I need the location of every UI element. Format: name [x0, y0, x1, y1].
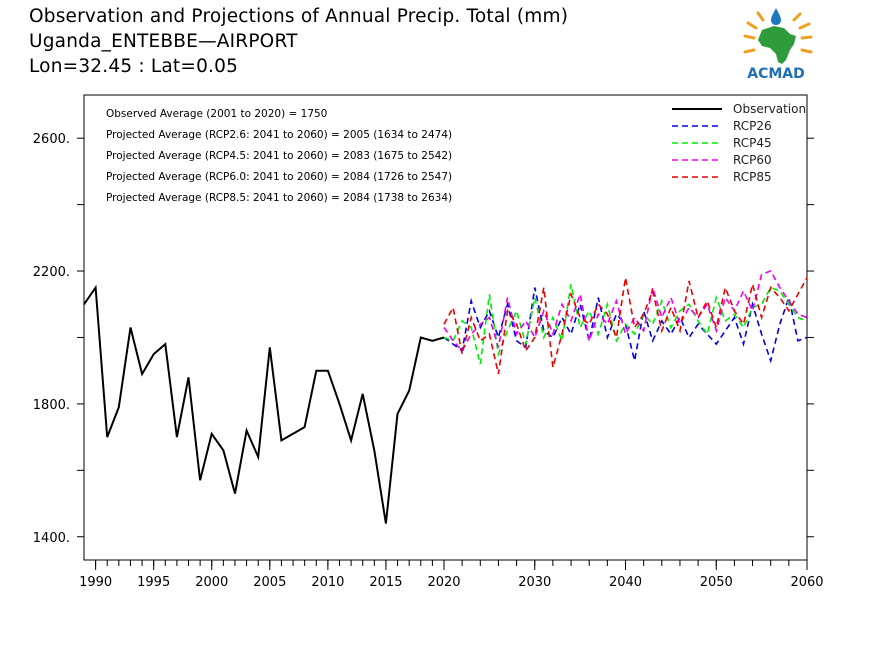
x-tick-label: 2010	[311, 575, 344, 590]
series-line-rcp45	[443, 284, 808, 365]
x-tick-label: 2050	[700, 575, 733, 590]
observation-series	[83, 284, 445, 524]
y-tick-label: 2200.	[33, 265, 70, 280]
y-axis: 1400. 1800. 2200. 2600.	[33, 132, 814, 546]
x-tick-label: 2005	[253, 575, 286, 590]
x-tick-label: 1995	[137, 575, 170, 590]
legend-label-rcp26: RCP26	[733, 119, 772, 133]
legend: Observation RCP26 RCP45 RCP60 RCP85	[672, 102, 806, 184]
plot-border	[83, 94, 808, 561]
annotation-line: Projected Average (RCP4.5: 2041 to 2060)…	[106, 150, 452, 162]
legend-label-rcp60: RCP60	[733, 153, 772, 167]
plot-frame	[83, 94, 808, 561]
x-tick-label: 2040	[609, 575, 642, 590]
station-name: Uganda_ENTEBBE—AIRPORT	[29, 31, 298, 52]
logo-text: ACMAD	[747, 66, 805, 82]
annotation-line: Projected Average (RCP2.6: 2041 to 2060)…	[106, 129, 452, 141]
legend-label-rcp45: RCP45	[733, 136, 772, 150]
legend-label-observation: Observation	[733, 102, 806, 116]
logo-raindrop-icon	[771, 8, 781, 25]
x-axis: 1990 1995 2000 2005 2010 2015 2020 2030 2040 2050…	[79, 560, 824, 590]
x-tick-label: 2015	[369, 575, 402, 590]
chart-title: Observation and Projections of Annual Pr…	[29, 6, 569, 27]
station-coordinates: Lon=32.45 : Lat=0.05	[29, 56, 239, 77]
logo-africa-icon	[758, 26, 796, 64]
x-tick-label: 2000	[195, 575, 228, 590]
africa-map-logo-icon: ACMAD	[743, 8, 813, 82]
series-line-observation	[83, 284, 445, 524]
x-tick-label: 2020	[427, 575, 460, 590]
x-tick-label: 2030	[518, 575, 551, 590]
y-tick-label: 1800.	[33, 398, 70, 413]
annotation-line: Observed Average (2001 to 2020) = 1750	[106, 108, 327, 120]
logo-sun-rays-icon	[743, 11, 813, 54]
series-line-rcp60	[443, 270, 808, 353]
series-line-rcp85	[443, 277, 808, 375]
annotation-block: Observed Average (2001 to 2020) = 1750 Pr…	[106, 108, 452, 204]
y-tick-label: 1400.	[33, 531, 70, 546]
y-tick-label: 2600.	[33, 132, 70, 147]
x-tick-label: 2060	[790, 575, 823, 590]
x-tick-label: 1990	[79, 575, 112, 590]
annotation-line: Projected Average (RCP6.0: 2041 to 2060)…	[106, 171, 452, 183]
annotation-line: Projected Average (RCP8.5: 2041 to 2060)…	[106, 192, 452, 204]
projection-series	[443, 270, 808, 375]
legend-label-rcp85: RCP85	[733, 170, 772, 184]
